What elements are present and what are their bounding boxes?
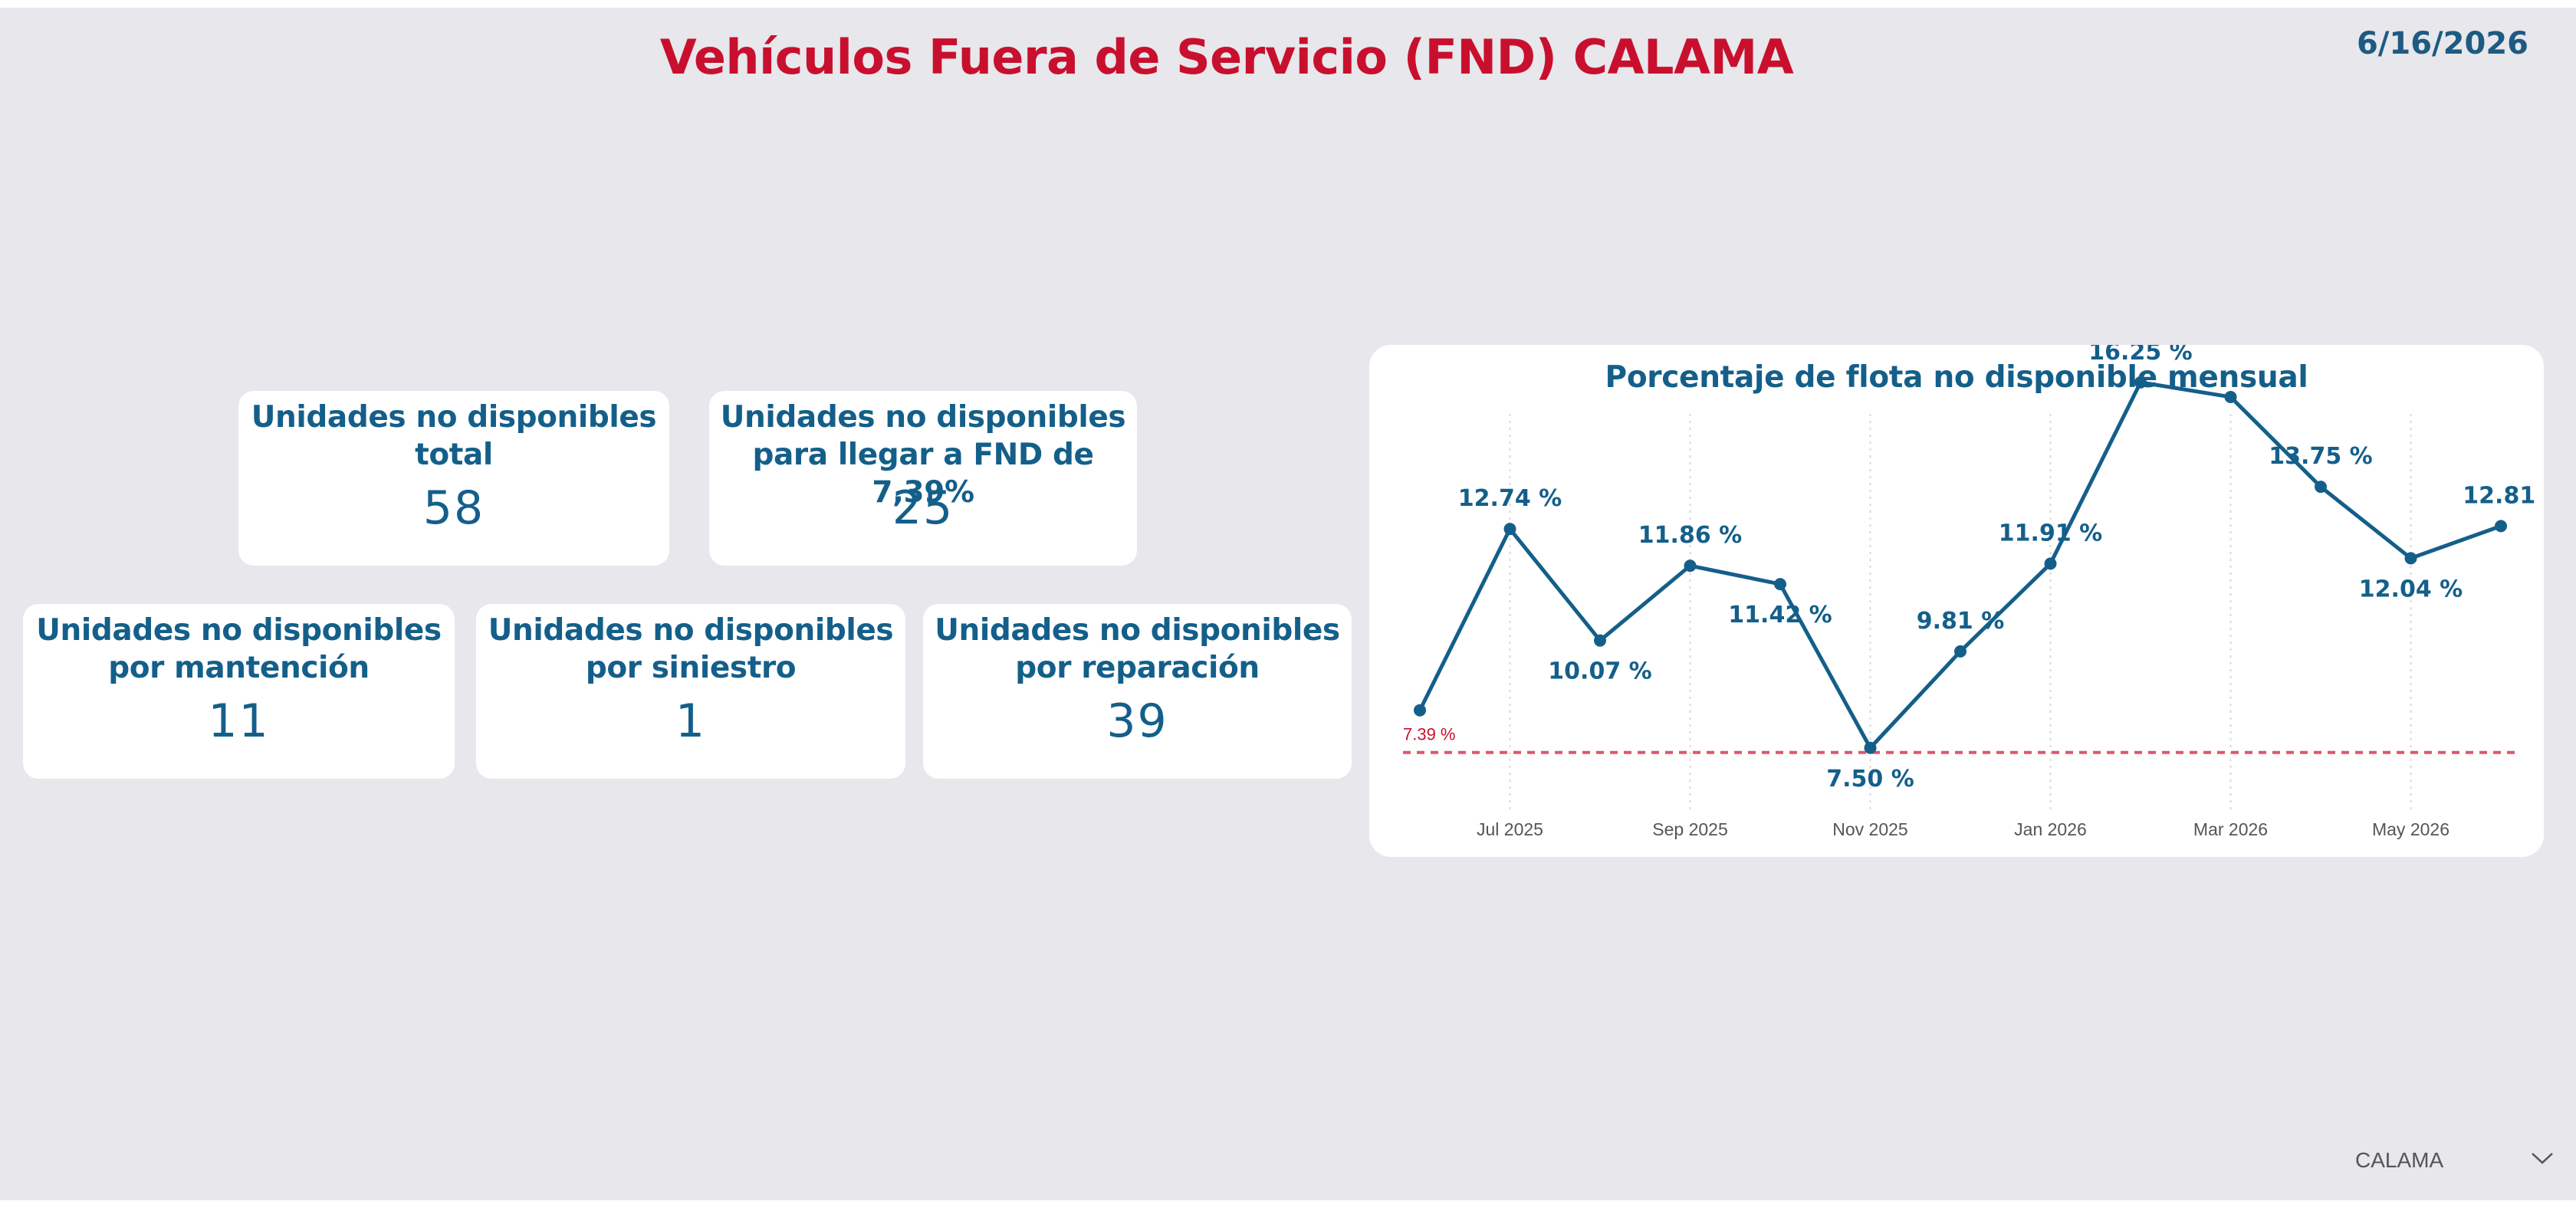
location-filter-value: CALAMA [2355, 1148, 2444, 1172]
data-label: 16.25 % [2088, 345, 2192, 366]
kpi-label: Unidades no disponibles por reparación [935, 613, 1340, 685]
data-point [2044, 557, 2057, 570]
data-point [1414, 704, 1426, 717]
kpi-card-total: Unidades no disponibles total 58 [238, 391, 669, 566]
data-label: 11.42 % [1728, 602, 1832, 628]
report-date: 6/16/2026 [2356, 26, 2528, 61]
kpi-card-repair: Unidades no disponibles por reparación 3… [923, 604, 1352, 779]
kpi-card-maintenance: Unidades no disponibles por mantención 1… [23, 604, 455, 779]
page-title: Vehículos Fuera de Servicio (FND) CALAMA [659, 29, 1794, 85]
kpi-card-accident: Unidades no disponibles por siniestro 1 [476, 604, 905, 779]
kpi-label: Unidades no disponibles para llegar a FN… [720, 400, 1126, 510]
data-point [1774, 578, 1786, 591]
x-tick-label: Jan 2026 [2014, 819, 2087, 839]
kpi-value: 11 [208, 694, 270, 748]
series-line [1418, 380, 2502, 750]
data-label: 12.74 % [1458, 485, 1562, 512]
x-tick-label: Nov 2025 [1832, 819, 1907, 839]
location-filter-dropdown[interactable]: CALAMA [2355, 1144, 2555, 1182]
data-label: 13.75 % [2269, 443, 2372, 470]
data-point [2495, 520, 2507, 533]
kpi-label: Unidades no disponibles por mantención [36, 613, 442, 685]
kpi-label: Unidades no disponibles por siniestro [488, 613, 894, 685]
data-point [2404, 552, 2417, 565]
kpi-value: 58 [422, 481, 485, 535]
data-point [1684, 560, 1697, 573]
monthly-unavailability-chart: Porcentaje de flota no disponible mensua… [1369, 345, 2544, 857]
kpi-label: Unidades no disponibles total [251, 400, 657, 472]
kpi-value: 39 [1106, 694, 1168, 748]
data-point [2224, 390, 2237, 403]
x-tick-label: Mar 2026 [2193, 819, 2268, 839]
data-point [1503, 523, 1516, 536]
data-label: 9.81 % [1917, 608, 2005, 635]
x-tick-label: May 2026 [2372, 819, 2450, 839]
data-point [1954, 645, 1967, 658]
data-point [2134, 376, 2147, 389]
data-label: 7.50 % [1826, 766, 1914, 793]
line-chart: Jul 2025 Sep 2025 Nov 2025 Jan 2026 Mar 2026… [1403, 345, 2544, 839]
data-label: 11.91 % [1999, 520, 2102, 546]
kpi-card-to-target: Unidades no disponibles para llegar a FN… [709, 391, 1137, 566]
data-label: 10.07 % [1548, 658, 1651, 685]
kpi-value: 1 [675, 694, 707, 748]
target-label: 7.39 % [1403, 725, 1456, 744]
x-tick-label: Sep 2025 [1652, 819, 1727, 839]
data-label: 11.86 % [1638, 522, 1742, 549]
dashboard-canvas: Vehículos Fuera de Servicio (FND) CALAMA… [0, 8, 2576, 1200]
data-label: 12.81 % [2463, 482, 2544, 509]
kpi-value: 25 [892, 481, 955, 535]
data-point [1864, 741, 1877, 754]
data-point [1594, 634, 1606, 647]
data-point [2315, 481, 2327, 494]
x-tick-label: Jul 2025 [1477, 819, 1543, 839]
chevron-down-icon[interactable] [2530, 1150, 2555, 1170]
data-label: 12.04 % [2359, 576, 2463, 602]
